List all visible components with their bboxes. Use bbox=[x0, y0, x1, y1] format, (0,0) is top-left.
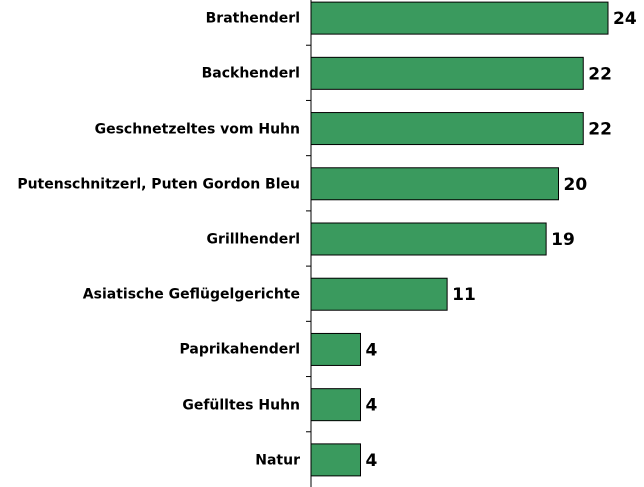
bar bbox=[310, 167, 559, 201]
bar bbox=[310, 388, 361, 422]
bar bbox=[310, 1, 609, 35]
bar bbox=[310, 443, 361, 477]
bar bbox=[310, 112, 584, 146]
data-label: 19 bbox=[551, 230, 575, 250]
bar bbox=[310, 222, 547, 256]
data-label: 20 bbox=[564, 175, 588, 195]
data-label: 22 bbox=[588, 64, 612, 84]
data-label: 11 bbox=[452, 285, 476, 305]
data-label: 4 bbox=[366, 396, 378, 416]
category-label: Grillhenderl bbox=[206, 231, 300, 248]
data-label: 4 bbox=[366, 451, 378, 471]
data-label: 22 bbox=[588, 120, 612, 140]
category-label: Geschnetzeltes vom Huhn bbox=[94, 121, 300, 138]
category-label: Natur bbox=[255, 452, 300, 469]
bar bbox=[310, 56, 584, 90]
category-label: Brathenderl bbox=[205, 10, 300, 27]
category-label: Gefülltes Huhn bbox=[182, 397, 300, 414]
data-label: 4 bbox=[366, 340, 378, 360]
category-label: Asiatische Geflügelgerichte bbox=[82, 286, 300, 303]
category-label: Backhenderl bbox=[201, 65, 300, 82]
category-label: Paprikahenderl bbox=[179, 341, 300, 358]
data-label: 24 bbox=[613, 9, 637, 29]
bar bbox=[310, 277, 448, 311]
bar bbox=[310, 332, 361, 366]
category-label: Putenschnitzerl, Puten Gordon Bleu bbox=[17, 176, 300, 193]
